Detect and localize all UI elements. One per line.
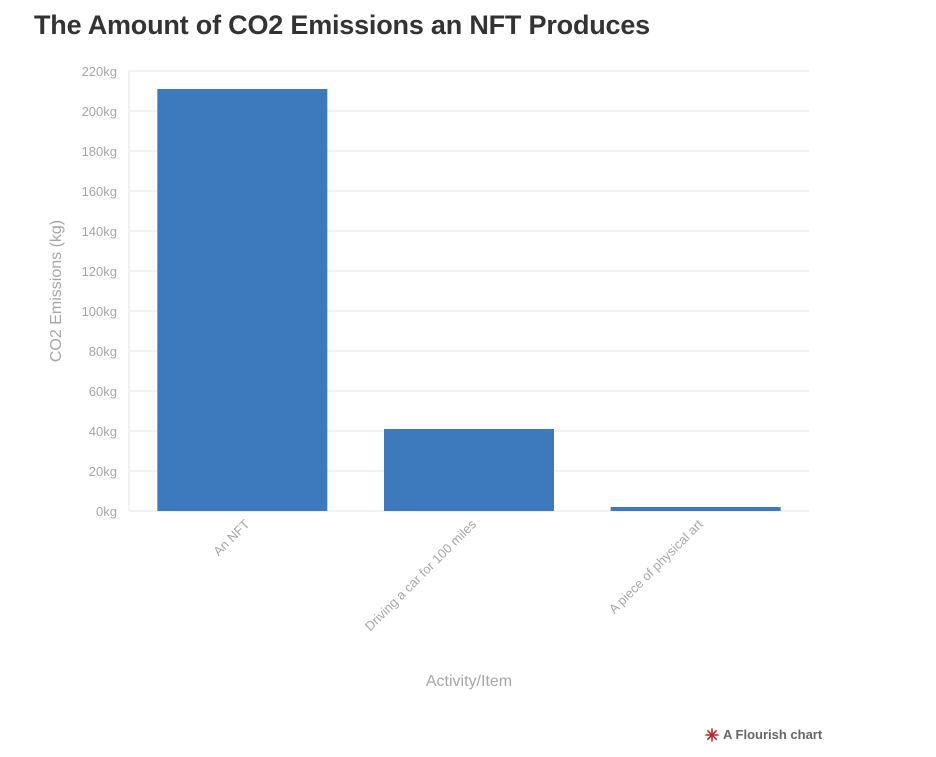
bar xyxy=(157,89,328,511)
x-tick-label: Driving a car for 100 miles xyxy=(362,516,480,634)
y-tick-label: 60kg xyxy=(89,384,117,399)
y-tick-label: 220kg xyxy=(82,64,117,79)
y-tick-label: 140kg xyxy=(82,224,117,239)
x-tick-label: An NFT xyxy=(210,516,252,558)
y-tick-label: 80kg xyxy=(89,344,117,359)
y-tick-label: 200kg xyxy=(82,104,117,119)
bar xyxy=(384,429,554,511)
y-tick-label: 100kg xyxy=(82,304,117,319)
y-tick-label: 160kg xyxy=(82,184,117,199)
x-axis-ticks: An NFT Driving a car for 100 miles A piece… xyxy=(210,516,706,634)
y-tick-label: 0kg xyxy=(96,504,117,519)
y-tick-label: 40kg xyxy=(89,424,117,439)
x-tick-label: A piece of physical art xyxy=(606,516,706,616)
chart-title: The Amount of CO2 Emissions an NFT Produ… xyxy=(34,10,650,40)
x-axis-label: Activity/Item xyxy=(426,673,512,690)
flourish-credit[interactable]: A Flourish chart xyxy=(705,727,822,742)
bars xyxy=(157,89,781,511)
bar xyxy=(610,507,781,511)
credit-label: A Flourish chart xyxy=(723,727,823,742)
y-tick-label: 120kg xyxy=(82,264,117,279)
y-axis-ticks: 0kg 20kg 40kg 60kg 80kg 100kg 120kg 140kg 160kg 1… xyxy=(82,64,117,519)
y-tick-label: 180kg xyxy=(82,144,117,159)
flourish-logo-icon xyxy=(705,727,719,742)
y-tick-label: 20kg xyxy=(89,464,117,479)
y-axis-label: CO2 Emissions (kg) xyxy=(48,220,65,362)
